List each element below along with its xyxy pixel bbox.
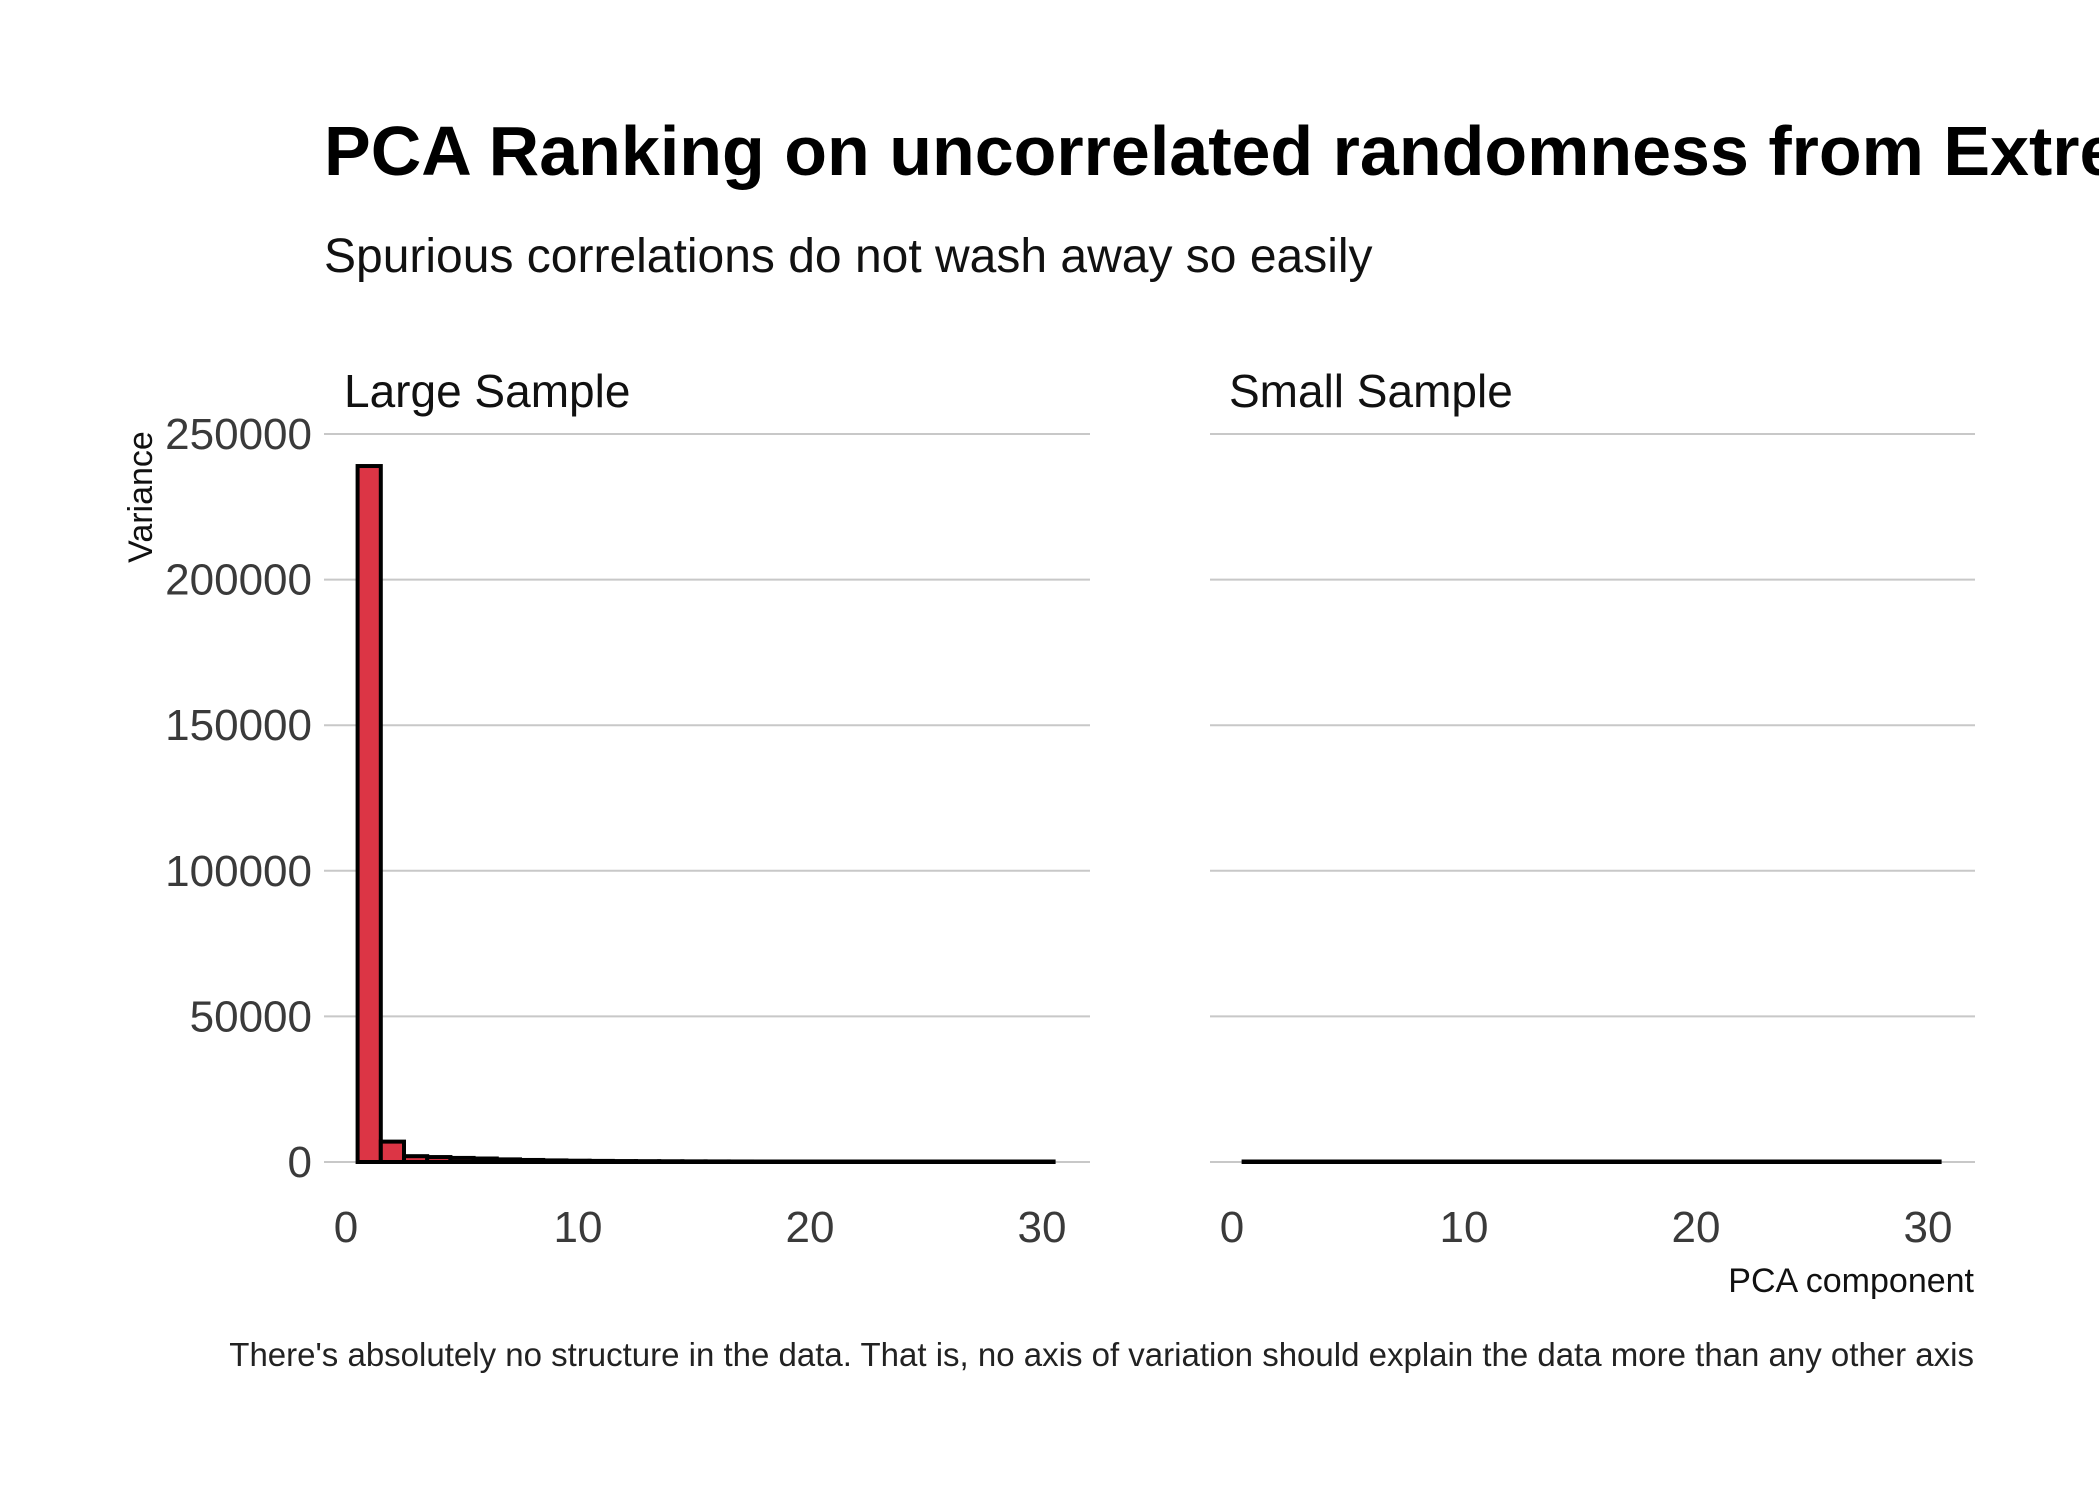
bar-small-17 [1612,1159,1641,1164]
bar-large-12 [610,1159,638,1164]
y-tick-label: 50000 [190,992,312,1041]
bar-large-22 [842,1159,870,1164]
bar-small-5 [1334,1159,1362,1164]
facet-label-large-sample: Large Sample [344,365,630,417]
bar-small-29 [1891,1159,1919,1164]
y-tick-label: 0 [288,1138,312,1187]
bar-small-1 [1241,1159,1269,1164]
bar-large-2 [378,1139,406,1164]
bar-large-29 [1005,1159,1033,1164]
facet-label-small-sample: Small Sample [1229,365,1513,417]
bar-large-25 [912,1159,940,1164]
bar-large-13 [634,1159,662,1165]
x-tick-label: 30 [1904,1203,1953,1252]
bar-large-20 [796,1159,824,1164]
bar-large-7 [494,1157,522,1164]
y-tick-label: 150000 [165,701,312,750]
bar-small-23 [1752,1159,1780,1164]
bar-large-6 [471,1156,499,1165]
bar-large-1 [355,464,383,1165]
bar-small-14 [1543,1159,1571,1164]
bar-small-18 [1636,1159,1664,1164]
bar-large-23 [866,1159,894,1164]
y-tick-label: 200000 [165,556,312,605]
bar-large-18 [750,1159,778,1164]
bar-large-26 [935,1159,963,1164]
bar-large-27 [958,1159,986,1164]
bar-large-5 [448,1155,476,1165]
bar-small-2 [1264,1159,1293,1164]
bar-large-30 [1028,1159,1056,1164]
bar-small-30 [1914,1159,1942,1164]
bar-small-12 [1496,1159,1525,1164]
y-tick-label: 100000 [165,847,312,896]
bar-small-9 [1427,1159,1455,1164]
bar-small-3 [1288,1159,1316,1164]
bar-large-4 [425,1155,453,1164]
panel-small-sample: 0 10 20 30 [1210,433,1975,1252]
bar-small-24 [1775,1159,1803,1164]
bar-small-25 [1798,1159,1826,1164]
bar-small-6 [1357,1159,1385,1164]
bar-large-21 [819,1159,847,1164]
bar-small-11 [1473,1159,1501,1164]
x-tick-label: 20 [1672,1203,1721,1252]
bar-small-28 [1868,1159,1896,1164]
bar-large-11 [587,1158,615,1164]
bar-large-8 [518,1157,546,1164]
bar-large-16 [703,1159,731,1165]
bar-small-21 [1705,1159,1733,1164]
panel-large-sample: 0 50000 100000 150000 200000 250000 0 10 20 30 [165,410,1090,1252]
bar-large-15 [680,1159,708,1165]
x-tick-label: 0 [334,1203,358,1252]
chart-caption: There's absolutely no structure in the d… [229,1336,1974,1373]
bar-small-8 [1404,1159,1432,1164]
bar-small-19 [1659,1159,1687,1164]
x-tick-label: 0 [1220,1203,1244,1252]
y-axis-title: Variance [122,431,160,563]
x-tick-label: 20 [786,1203,835,1252]
x-tick-label: 30 [1018,1203,1067,1252]
bar-large-17 [726,1159,754,1164]
chart-subtitle: Spurious correlations do not wash away s… [324,230,1373,283]
bar-large-28 [982,1159,1010,1164]
bar-small-27 [1844,1159,1873,1164]
bar-small-20 [1682,1159,1710,1164]
bar-small-4 [1311,1159,1339,1164]
bar-small-26 [1821,1159,1849,1164]
bar-small-10 [1450,1159,1478,1164]
bar-large-14 [657,1159,685,1164]
bar-small-22 [1728,1159,1757,1164]
x-axis-title: PCA component [1728,1262,1974,1300]
bar-small-16 [1589,1159,1617,1164]
bar-small-13 [1520,1159,1548,1164]
bar-large-24 [889,1159,917,1164]
y-tick-label: 250000 [165,410,312,459]
bar-large-3 [402,1154,430,1165]
bar-large-9 [541,1158,569,1165]
bar-large-10 [564,1158,592,1164]
x-tick-label: 10 [1440,1203,1489,1252]
x-tick-label: 10 [554,1203,603,1252]
bar-small-7 [1380,1159,1409,1164]
bar-small-15 [1566,1159,1594,1164]
chart-title: PCA Ranking on uncorrelated randomness f… [324,112,2099,190]
bar-large-19 [773,1159,801,1164]
